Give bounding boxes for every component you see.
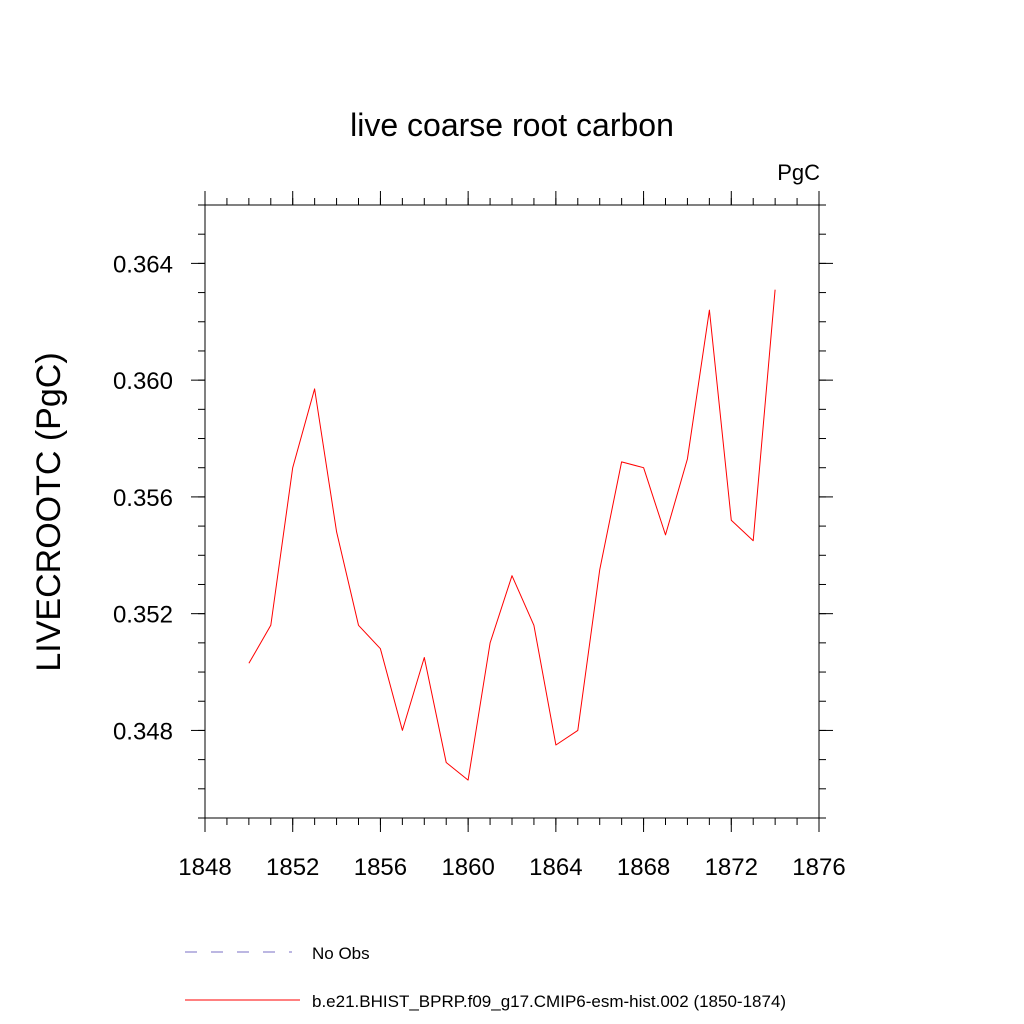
y-tick-label: 0.356 (113, 485, 173, 512)
legend-label-no-obs: No Obs (312, 944, 370, 963)
y-axis-label: LIVECROOTC (PgC) (30, 352, 68, 671)
x-tick-label: 1868 (617, 854, 670, 881)
x-tick-label: 1860 (441, 854, 494, 881)
x-tick-label: 1856 (354, 854, 407, 881)
y-axis-tick-labels: 0.348 0.352 0.356 0.360 0.364 (113, 251, 173, 745)
x-axis-ticks (204, 191, 820, 832)
legend: No Obs b.e21.BHIST_BPRP.f09_g17.CMIP6-es… (185, 944, 786, 1011)
x-tick-label: 1872 (705, 854, 758, 881)
legend-label-model-run: b.e21.BHIST_BPRP.f09_g17.CMIP6-esm-hist.… (312, 992, 786, 1011)
x-tick-label: 1848 (178, 854, 231, 881)
y-tick-label: 0.364 (113, 251, 173, 278)
x-axis-tick-labels: 1848 1852 1856 1860 1864 1868 1872 1876 (178, 854, 845, 881)
x-tick-label: 1876 (792, 854, 845, 881)
chart-title: live coarse root carbon (350, 107, 674, 143)
units-label: PgC (777, 160, 820, 185)
y-tick-label: 0.348 (113, 718, 173, 745)
x-tick-label: 1864 (529, 854, 582, 881)
x-tick-label: 1852 (266, 854, 319, 881)
series-layer (248, 289, 776, 781)
y-tick-label: 0.360 (113, 368, 173, 395)
y-axis-ticks (191, 204, 833, 819)
series-line (248, 289, 776, 781)
y-tick-label: 0.352 (113, 602, 173, 629)
plot-frame (204, 204, 820, 819)
